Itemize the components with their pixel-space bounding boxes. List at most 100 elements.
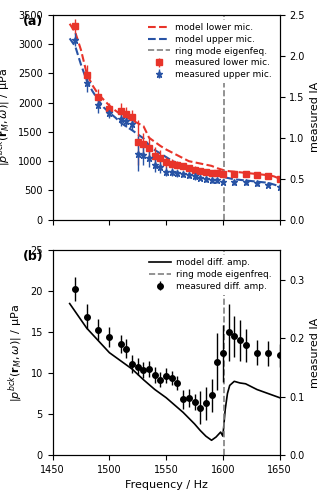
model diff. amp. bbox=[243, 381, 247, 387]
model upper mic. bbox=[130, 127, 134, 133]
model lower mic. bbox=[266, 172, 270, 178]
model lower mic. bbox=[136, 120, 140, 126]
model diff. amp. bbox=[73, 308, 77, 314]
model lower mic. bbox=[90, 82, 94, 88]
Line: model upper mic.: model upper mic. bbox=[70, 38, 280, 186]
model upper mic. bbox=[215, 172, 219, 178]
model upper mic. bbox=[153, 147, 157, 153]
Y-axis label: $|p^{bck}(\mathbf{r}_M, \omega)|$ / μPa: $|p^{bck}(\mathbf{r}_M, \omega)|$ / μPa bbox=[6, 304, 25, 402]
model diff. amp. bbox=[223, 407, 227, 413]
model upper mic. bbox=[181, 163, 185, 169]
model upper mic. bbox=[141, 136, 145, 141]
model diff. amp. bbox=[85, 325, 89, 331]
model lower mic. bbox=[238, 170, 242, 175]
ring mode eigenfreq. bbox=[222, 444, 226, 450]
model upper mic. bbox=[198, 168, 202, 173]
model lower mic. bbox=[261, 172, 265, 177]
model lower mic. bbox=[187, 158, 191, 164]
model diff. amp. bbox=[278, 394, 282, 400]
model upper mic. bbox=[243, 178, 247, 184]
ring mode eigenfeq. bbox=[222, 216, 226, 222]
Legend: model diff. amp., ring mode eigenfreq., measured diff. amp.: model diff. amp., ring mode eigenfreq., … bbox=[145, 255, 275, 294]
model lower mic. bbox=[232, 168, 236, 174]
model lower mic. bbox=[272, 174, 276, 180]
model upper mic. bbox=[255, 178, 259, 184]
model upper mic. bbox=[278, 184, 282, 190]
model upper mic. bbox=[164, 154, 168, 160]
model upper mic. bbox=[238, 177, 242, 183]
model lower mic. bbox=[73, 30, 77, 36]
model upper mic. bbox=[68, 36, 72, 42]
Y-axis label: measured IA: measured IA bbox=[310, 318, 320, 388]
model upper mic. bbox=[272, 182, 276, 188]
model upper mic. bbox=[221, 174, 225, 180]
model lower mic. bbox=[164, 146, 168, 152]
model upper mic. bbox=[96, 97, 100, 103]
model lower mic. bbox=[215, 165, 219, 171]
model upper mic. bbox=[249, 178, 253, 184]
model lower mic. bbox=[176, 152, 180, 158]
Y-axis label: measured IA: measured IA bbox=[311, 82, 320, 152]
model lower mic. bbox=[113, 108, 117, 114]
model lower mic. bbox=[204, 162, 208, 168]
model diff. amp. bbox=[266, 390, 270, 396]
model diff. amp. bbox=[79, 317, 83, 323]
model upper mic. bbox=[107, 110, 111, 116]
model upper mic. bbox=[147, 142, 151, 148]
model diff. amp. bbox=[107, 350, 111, 356]
Text: (a): (a) bbox=[23, 15, 43, 28]
model upper mic. bbox=[192, 166, 196, 172]
model upper mic. bbox=[124, 124, 128, 130]
model diff. amp. bbox=[96, 338, 100, 344]
model lower mic. bbox=[153, 139, 157, 145]
model diff. amp. bbox=[176, 404, 180, 410]
model upper mic. bbox=[85, 78, 89, 84]
model diff. amp. bbox=[255, 386, 259, 392]
model lower mic. bbox=[141, 123, 145, 129]
model diff. amp. bbox=[181, 410, 185, 416]
model lower mic. bbox=[198, 160, 202, 166]
model upper mic. bbox=[90, 88, 94, 94]
model diff. amp. bbox=[214, 434, 218, 440]
model upper mic. bbox=[176, 160, 180, 166]
X-axis label: Frequency / Hz: Frequency / Hz bbox=[125, 480, 208, 490]
model lower mic. bbox=[192, 160, 196, 166]
Text: (b): (b) bbox=[23, 250, 44, 264]
model upper mic. bbox=[204, 168, 208, 174]
model diff. amp. bbox=[130, 366, 134, 372]
model diff. amp. bbox=[221, 433, 225, 439]
model lower mic. bbox=[210, 163, 214, 169]
Line: model lower mic.: model lower mic. bbox=[70, 24, 280, 178]
model lower mic. bbox=[147, 135, 151, 141]
model lower mic. bbox=[85, 70, 89, 76]
Line: model diff. amp.: model diff. amp. bbox=[70, 304, 280, 440]
model diff. amp. bbox=[210, 438, 214, 444]
model lower mic. bbox=[119, 112, 123, 117]
model lower mic. bbox=[249, 170, 253, 176]
model diff. amp. bbox=[216, 432, 220, 438]
model diff. amp. bbox=[187, 415, 191, 421]
ring mode eigenfreq. bbox=[222, 452, 226, 458]
model upper mic. bbox=[187, 165, 191, 171]
model lower mic. bbox=[79, 47, 83, 53]
model lower mic. bbox=[181, 156, 185, 162]
model lower mic. bbox=[255, 171, 259, 177]
model upper mic. bbox=[136, 132, 140, 138]
model lower mic. bbox=[107, 102, 111, 108]
model upper mic. bbox=[113, 114, 117, 120]
model diff. amp. bbox=[212, 436, 216, 442]
model upper mic. bbox=[119, 120, 123, 126]
model diff. amp. bbox=[232, 378, 236, 384]
model lower mic. bbox=[278, 176, 282, 182]
model diff. amp. bbox=[164, 394, 168, 400]
model diff. amp. bbox=[119, 358, 123, 364]
model diff. amp. bbox=[207, 436, 211, 442]
model diff. amp. bbox=[228, 382, 232, 388]
model lower mic. bbox=[243, 170, 247, 176]
model diff. amp. bbox=[192, 421, 196, 427]
model diff. amp. bbox=[219, 429, 223, 435]
model upper mic. bbox=[261, 179, 265, 185]
Legend: model lower mic., model upper mic., ring mode eigenfeq., measured lower mic., me: model lower mic., model upper mic., ring… bbox=[144, 20, 275, 82]
model upper mic. bbox=[232, 176, 236, 182]
model lower mic. bbox=[124, 114, 128, 120]
